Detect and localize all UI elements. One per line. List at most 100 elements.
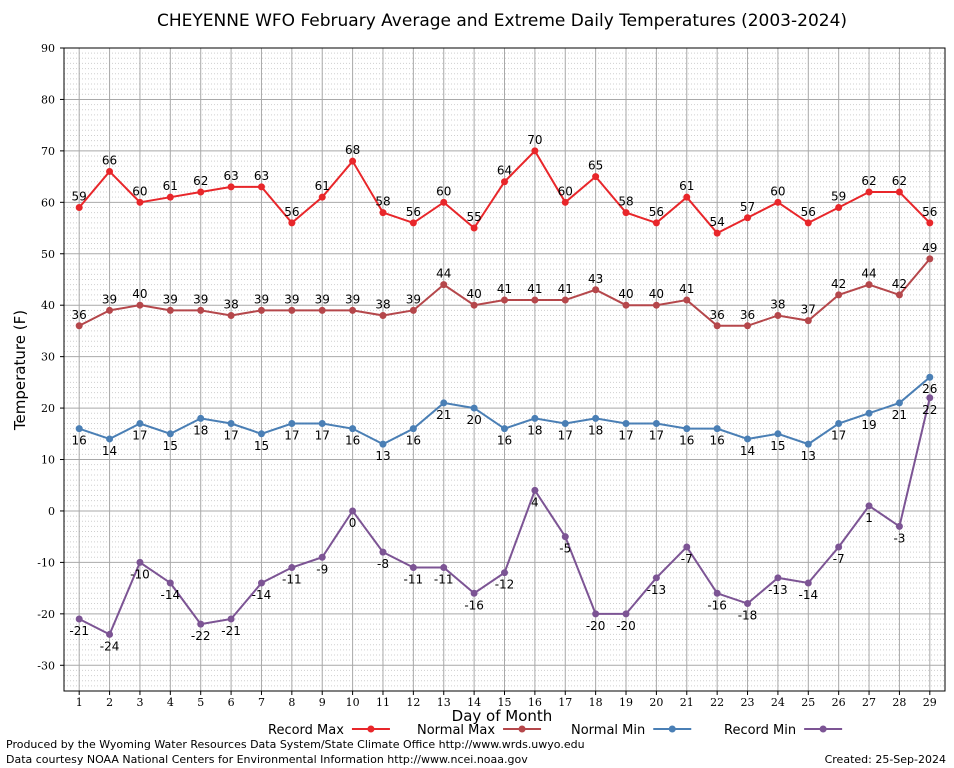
data-label: 42: [831, 277, 846, 291]
data-label: -16: [464, 598, 484, 612]
data-point: [409, 306, 417, 314]
data-point: [349, 157, 357, 165]
data-label: -8: [377, 557, 389, 571]
data-label: -20: [586, 619, 606, 633]
data-point: [470, 589, 478, 597]
data-label: 21: [436, 408, 451, 422]
x-tick-label: 14: [467, 696, 481, 709]
data-point: [713, 229, 721, 237]
legend-marker-swatch: [819, 725, 827, 733]
data-label: 36: [710, 308, 725, 322]
data-label: 60: [558, 184, 573, 198]
data-label: 21: [892, 408, 907, 422]
data-point: [804, 440, 812, 448]
data-point: [227, 615, 235, 623]
data-label: 16: [72, 434, 87, 448]
data-label: 63: [223, 169, 238, 183]
data-label: -12: [495, 578, 515, 592]
legend-label: Record Max: [268, 723, 344, 738]
data-point: [318, 420, 326, 428]
data-point: [865, 281, 873, 289]
data-label: 36: [740, 308, 755, 322]
data-point: [379, 311, 387, 319]
x-tick-label: 23: [741, 696, 755, 709]
x-tick-label: 19: [619, 696, 633, 709]
data-point: [106, 306, 114, 314]
data-label: 16: [679, 434, 694, 448]
data-point: [197, 414, 205, 422]
x-tick-label: 15: [498, 696, 512, 709]
legend-label: Record Min: [724, 723, 796, 738]
data-point: [835, 291, 843, 299]
x-tick-label: 13: [437, 696, 451, 709]
data-point: [926, 373, 934, 381]
data-point: [744, 214, 752, 222]
data-point: [470, 301, 478, 309]
data-label: 18: [193, 423, 208, 437]
data-point: [136, 558, 144, 566]
data-label: 39: [163, 292, 178, 306]
data-label: 16: [406, 434, 421, 448]
data-point: [136, 198, 144, 206]
data-point: [501, 425, 508, 433]
data-point: [257, 183, 265, 191]
footer-credit-line-1: Produced by the Wyoming Water Resources …: [6, 738, 585, 751]
data-point: [318, 193, 326, 201]
data-point: [561, 296, 569, 304]
data-label: 49: [922, 241, 937, 255]
data-label: 61: [679, 179, 694, 193]
data-label: 1: [865, 511, 873, 525]
data-label: 59: [831, 189, 846, 203]
legend-label: Normal Max: [417, 723, 495, 738]
data-point: [470, 224, 478, 232]
data-label: 56: [284, 205, 299, 219]
y-tick-label: 20: [41, 402, 55, 415]
data-point: [227, 311, 235, 319]
data-point: [774, 198, 782, 206]
data-label: 61: [315, 179, 330, 193]
data-point: [744, 322, 752, 330]
x-tick-label: 22: [710, 696, 724, 709]
data-point: [804, 219, 812, 227]
data-point: [318, 306, 326, 314]
data-point: [501, 569, 508, 577]
data-label: -14: [161, 588, 181, 602]
data-label: 65: [588, 159, 603, 173]
data-label: 60: [770, 184, 785, 198]
data-point: [531, 147, 539, 155]
data-point: [804, 579, 812, 587]
data-label: 36: [72, 308, 87, 322]
data-label: 13: [375, 449, 390, 463]
data-point: [379, 548, 387, 556]
data-point: [561, 533, 569, 541]
y-tick-label: 60: [41, 196, 55, 209]
data-label: 62: [892, 174, 907, 188]
series-record-min: -21 -24 -10 -14 -22 -21 -14 -11 -9 0 -8 -11 -11 -16 -1…: [69, 394, 937, 653]
data-point: [136, 420, 144, 428]
data-label: 62: [193, 174, 208, 188]
data-point: [652, 301, 660, 309]
x-tick-label: 8: [288, 696, 295, 709]
y-tick-label: 0: [48, 505, 55, 518]
data-label: 18: [527, 423, 542, 437]
data-label: 14: [740, 444, 755, 458]
data-label: 39: [193, 292, 208, 306]
data-point: [622, 301, 630, 309]
y-tick-label: 90: [41, 42, 55, 55]
data-label: 42: [892, 277, 907, 291]
data-point: [349, 306, 357, 314]
data-label: 58: [375, 195, 390, 209]
data-point: [227, 183, 235, 191]
data-label: -21: [221, 624, 241, 638]
data-label: 39: [102, 292, 117, 306]
data-label: 39: [315, 292, 330, 306]
x-axis-label: Day of Month: [452, 707, 553, 725]
data-label: 17: [132, 429, 147, 443]
data-label: -7: [681, 552, 693, 566]
data-label: 22: [922, 403, 937, 417]
data-label: 56: [922, 205, 937, 219]
x-tick-label: 17: [558, 696, 572, 709]
y-tick-label: 10: [41, 454, 55, 467]
legend-marker-swatch: [367, 725, 375, 733]
data-point: [865, 188, 873, 196]
